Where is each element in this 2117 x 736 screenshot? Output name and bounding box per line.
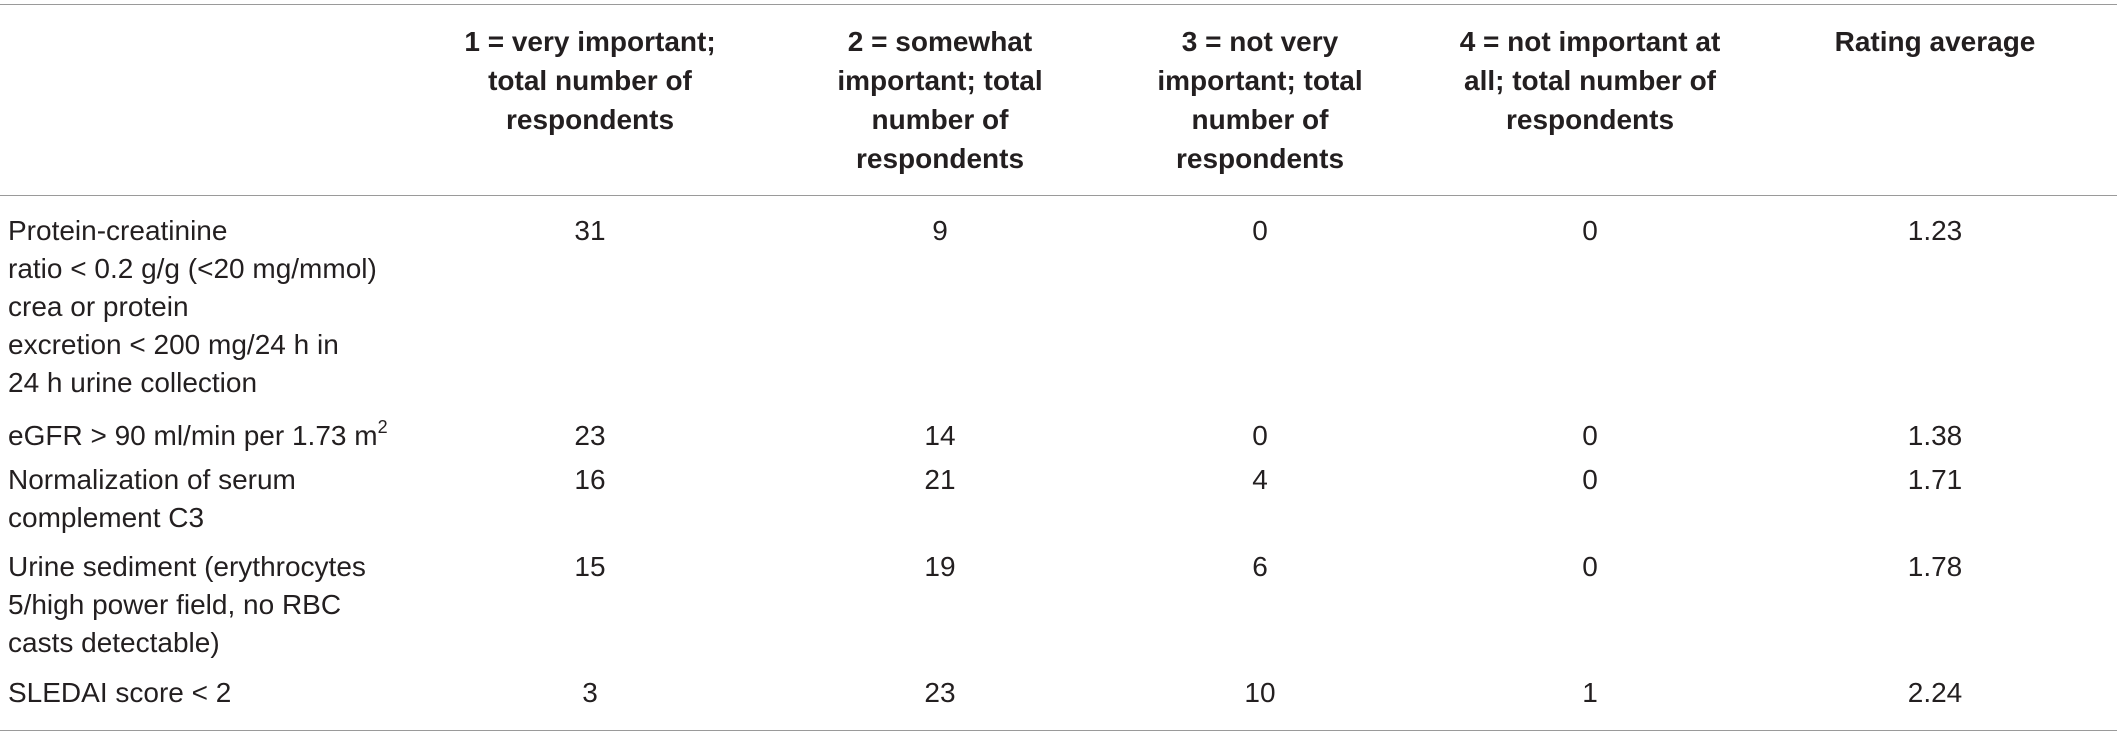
table-cell: 0: [1252, 420, 1268, 451]
header-very-important: 1 = very important; total number of resp…: [464, 26, 716, 135]
table-cell: 15: [574, 551, 606, 582]
top-rule: [0, 4, 2117, 5]
table-cell: 21: [924, 464, 956, 495]
table-cell: 16: [574, 464, 606, 495]
table-cell: 0: [1252, 215, 1268, 246]
header-rating-average: Rating average: [1834, 26, 2036, 57]
row-label-protein-creatinine: Protein-creatinine ratio < 0.2 g/g (<20 …: [8, 215, 377, 398]
table-cell: 0: [1582, 464, 1598, 495]
table-cell: 1.71: [1907, 464, 1963, 495]
header-rule: [0, 195, 2117, 196]
table-cell: 14: [924, 420, 956, 451]
table-cell: 1.78: [1907, 551, 1963, 582]
header-somewhat-important: 2 = somewhat important; total number of …: [837, 26, 1043, 174]
row-label-sledai: SLEDAI score < 2: [8, 677, 232, 708]
table-cell: 23: [574, 420, 606, 451]
table-cell: 0: [1582, 215, 1598, 246]
table-cell: 4: [1252, 464, 1268, 495]
table-cell: 1.38: [1907, 420, 1963, 451]
row-label-egfr-text: eGFR > 90 ml/min per 1.73 m: [8, 420, 378, 451]
row-label-egfr: eGFR > 90 ml/min per 1.73 m2: [8, 417, 428, 455]
table-cell: 10: [1244, 677, 1276, 708]
table-cell: 2.24: [1907, 677, 1963, 708]
table-cell: 9: [932, 215, 948, 246]
bottom-rule: [0, 730, 2117, 731]
table-cell: 6: [1252, 551, 1268, 582]
header-not-important-at-all: 4 = not important at all; total number o…: [1459, 26, 1721, 135]
row-label-complement-c3: Normalization of serum complement C3: [8, 464, 296, 533]
superscript: 2: [377, 417, 388, 437]
table-cell: 1: [1582, 677, 1598, 708]
table-cell: 31: [574, 215, 606, 246]
table-cell: 3: [582, 677, 598, 708]
table-cell: 0: [1582, 420, 1598, 451]
table-cell: 1.23: [1907, 215, 1963, 246]
row-label-urine-sediment: Urine sediment (erythrocytes 5/high powe…: [8, 551, 366, 658]
table-cell: 19: [924, 551, 956, 582]
table-cell: 23: [924, 677, 956, 708]
table-cell: 0: [1582, 551, 1598, 582]
header-not-very-important: 3 = not very important; total number of …: [1157, 26, 1363, 174]
